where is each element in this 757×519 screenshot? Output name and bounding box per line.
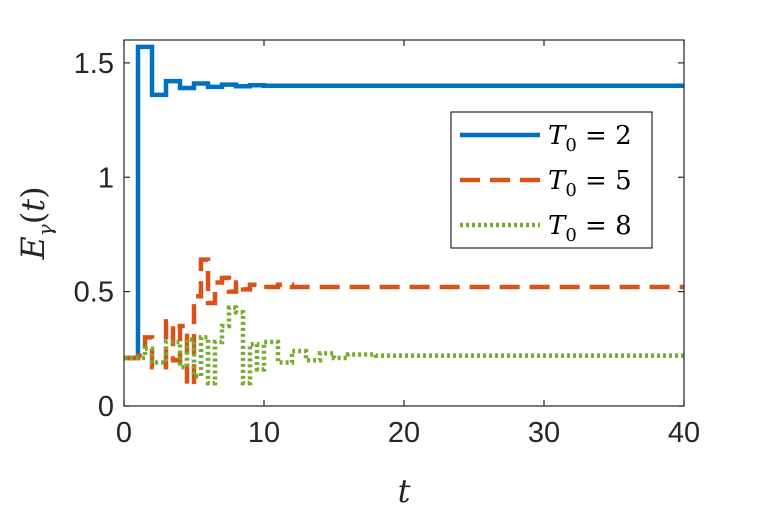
y-tick-label: 0 xyxy=(98,391,114,423)
x-tick-label: 20 xyxy=(388,417,420,449)
x-tick-label: 30 xyxy=(528,417,560,449)
ticks-layer: 0 10 20 30 40 0 0.5 1 1.5 xyxy=(74,40,700,449)
y-tick-label: 1.5 xyxy=(74,48,114,80)
y-axis-label: Eγ(t) xyxy=(14,186,57,260)
legend: T0 = 2 T0 = 5 T0 = 8 xyxy=(450,111,653,249)
x-tick-label: 10 xyxy=(248,417,280,449)
y-axis-label-subscript: γ xyxy=(33,224,57,236)
y-tick-label: 0.5 xyxy=(74,277,114,309)
series-layer xyxy=(124,44,684,388)
y-tick-label: 1 xyxy=(98,162,114,194)
y-axis-label-argument: ( xyxy=(14,212,52,224)
x-axis-label: t xyxy=(398,472,411,510)
y-axis-label-symbol: E xyxy=(14,236,52,260)
legend-label-1: T0 = 2 xyxy=(548,121,632,156)
y-axis-label-variable: t xyxy=(14,199,52,212)
legend-label-2: T0 = 5 xyxy=(548,166,632,201)
legend-label-3: T0 = 8 xyxy=(548,211,632,246)
series-line-2 xyxy=(124,257,684,388)
x-tick-label: 0 xyxy=(116,417,132,449)
series-line-1 xyxy=(124,44,684,361)
series-line-3 xyxy=(124,305,684,386)
x-tick-label: 40 xyxy=(668,417,700,449)
y-axis-label-close: ) xyxy=(14,186,52,198)
